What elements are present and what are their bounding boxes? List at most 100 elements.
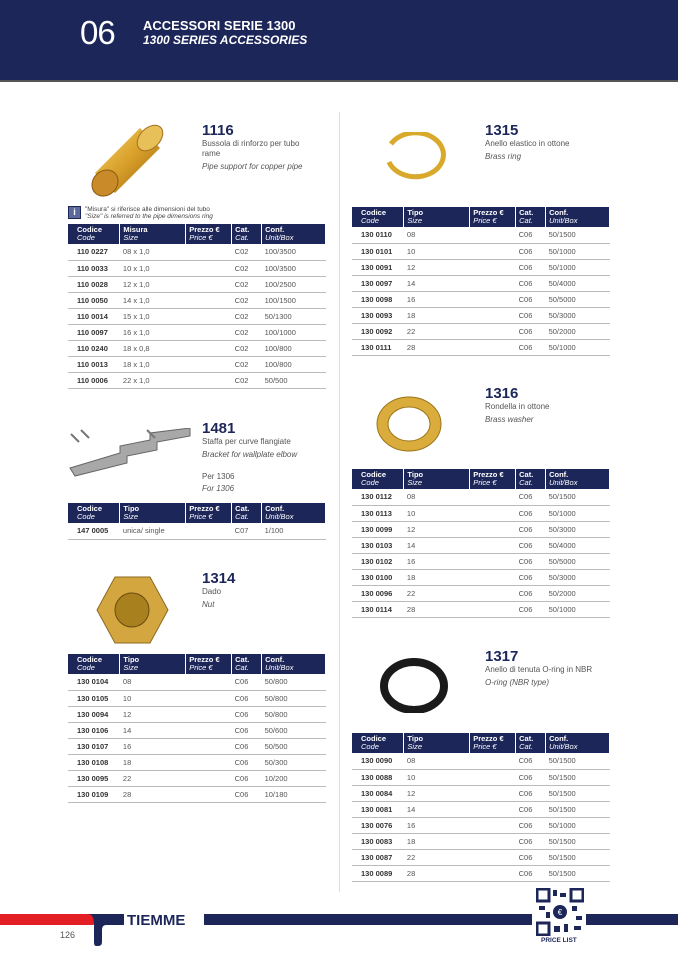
column-header-en: Cat.: [519, 478, 533, 487]
table-row: 130 0110 08 C06 50/1500: [352, 227, 610, 244]
table-cell: 50/800: [261, 690, 326, 707]
table-row: 130 0092 22 C06 50/2000: [352, 323, 610, 340]
table-cell: 130 0101: [352, 243, 404, 260]
table-cell: 50/3000: [545, 307, 610, 324]
table-cell: 100/3500: [261, 260, 326, 277]
table-cell: 14: [119, 722, 186, 739]
info-icon: i: [68, 206, 81, 219]
table-cell: 50/1000: [545, 505, 610, 522]
table-cell: 130 0094: [68, 706, 120, 723]
column-header: Tipo Size: [403, 469, 471, 489]
table-cell: C02: [231, 324, 262, 341]
table-cell: [469, 553, 516, 570]
table-cell: 130 0091: [352, 259, 404, 276]
column-header: Prezzo € Price €: [185, 654, 233, 674]
table-cell: 50/1500: [545, 769, 610, 786]
table-row: 110 0033 10 x 1,0 C02 100/3500: [68, 260, 326, 277]
column-header-it: Cat.: [519, 208, 534, 217]
table-row: 110 0014 15 x 1,0 C02 50/1300: [68, 308, 326, 325]
table-cell: [185, 276, 232, 293]
product-code: 1116: [202, 122, 234, 139]
table-cell: C06: [515, 833, 546, 850]
column-header: Prezzo € Price €: [185, 503, 233, 523]
table-cell: 10: [403, 769, 470, 786]
product-code: 1315: [485, 122, 519, 139]
table-cell: 50/3000: [545, 521, 610, 538]
table-row: 130 0098 16 C06 50/5000: [352, 291, 610, 308]
table-cell: 12: [119, 706, 186, 723]
table-cell: C06: [231, 786, 262, 803]
column-header-it: Conf.: [265, 225, 285, 234]
nut-image: [96, 576, 169, 644]
table-cell: [469, 537, 516, 554]
table-cell: 1/100: [261, 523, 326, 540]
table-cell: C06: [515, 785, 546, 802]
table-cell: C06: [515, 323, 546, 340]
product-table-1316: Codice Code Tipo Size Prezzo € Price € Cat. Cat…: [352, 469, 610, 618]
table-cell: C02: [231, 308, 262, 325]
table-row: 130 0099 12 C06 50/3000: [352, 521, 610, 538]
table-row: 130 0109 28 C06 10/180: [68, 786, 326, 803]
column-header-it: Conf.: [265, 655, 285, 664]
table-cell: C06: [515, 259, 546, 276]
table-cell: 100/3500: [261, 244, 326, 261]
table-cell: [469, 323, 516, 340]
column-header: Tipo Size: [119, 503, 187, 523]
table-cell: 50/1000: [545, 259, 610, 276]
table-cell: C02: [231, 356, 262, 373]
table-header: Codice Code Tipo Size Prezzo € Price € Cat. Cat…: [352, 469, 610, 489]
table-cell: 110 0014: [68, 308, 120, 325]
product-table-1481: Codice Code Tipo Size Prezzo € Price € Cat. Cat…: [68, 503, 326, 540]
product-name-it: Anello di tenuta O-ring in NBR: [485, 665, 593, 674]
table-cell: 50/1500: [545, 489, 610, 506]
table-cell: 18 x 1,0: [119, 356, 186, 373]
table-row: 130 0103 14 C06 50/4000: [352, 537, 610, 554]
table-row: 130 0111 28 C06 50/1000: [352, 339, 610, 356]
table-cell: C06: [515, 601, 546, 618]
table-cell: C06: [515, 521, 546, 538]
column-header: Conf. Unit/Box: [545, 469, 610, 489]
table-cell: 50/2000: [545, 323, 610, 340]
qr-code-icon[interactable]: €: [536, 888, 584, 936]
column-header-it: Conf.: [549, 208, 569, 217]
column-header-en: Unit/Box: [265, 233, 294, 242]
chapter-title-en: 1300 SERIES ACCESSORIES: [143, 33, 308, 47]
table-cell: 110 0033: [68, 260, 120, 277]
footer-navy-bar: [204, 914, 532, 925]
table-cell: [469, 243, 516, 260]
table-cell: 10/180: [261, 786, 326, 803]
column-header-en: Size: [123, 233, 139, 242]
table-cell: 08: [119, 674, 186, 691]
product-code: 1314: [202, 570, 236, 587]
table-row: 130 0102 16 C06 50/5000: [352, 553, 610, 570]
table-row: 130 0084 12 C06 50/1500: [352, 785, 610, 802]
table-cell: 10: [403, 505, 470, 522]
column-header: Codice Code: [68, 654, 121, 674]
product-table-1314: Codice Code Tipo Size Prezzo € Price € Cat. Cat…: [68, 654, 326, 803]
column-header: Tipo Size: [403, 207, 471, 227]
table-cell: [185, 356, 232, 373]
column-header: Prezzo € Price €: [469, 469, 517, 489]
tiemme-logo-icon: [88, 914, 124, 946]
column-header-it: Tipo: [407, 734, 424, 743]
product-info-1315: 1315 Anello elastico in ottone Brass rin…: [485, 122, 595, 163]
table-cell: [469, 307, 516, 324]
o-ring-image: [380, 658, 448, 713]
table-cell: [469, 339, 516, 356]
table-row: 130 0112 08 C06 50/1500: [352, 489, 610, 506]
table-cell: 16: [403, 553, 470, 570]
column-header-it: Codice: [361, 208, 387, 217]
column-header-en: Cat.: [519, 742, 533, 751]
table-cell: [185, 770, 232, 787]
column-header: Prezzo € Price €: [469, 207, 517, 227]
table-cell: 50/1500: [545, 801, 610, 818]
column-header: Conf. Unit/Box: [261, 503, 326, 523]
table-cell: 12: [403, 259, 470, 276]
column-header: Prezzo € Price €: [469, 733, 517, 753]
column-header-en: Unit/Box: [549, 742, 578, 751]
table-cell: [185, 244, 232, 261]
chapter-title-it: ACCESSORI SERIE 1300: [143, 18, 296, 33]
table-cell: 130 0097: [352, 275, 404, 292]
table-cell: C02: [231, 292, 262, 309]
table-row: 130 0101 10 C06 50/1000: [352, 243, 610, 260]
